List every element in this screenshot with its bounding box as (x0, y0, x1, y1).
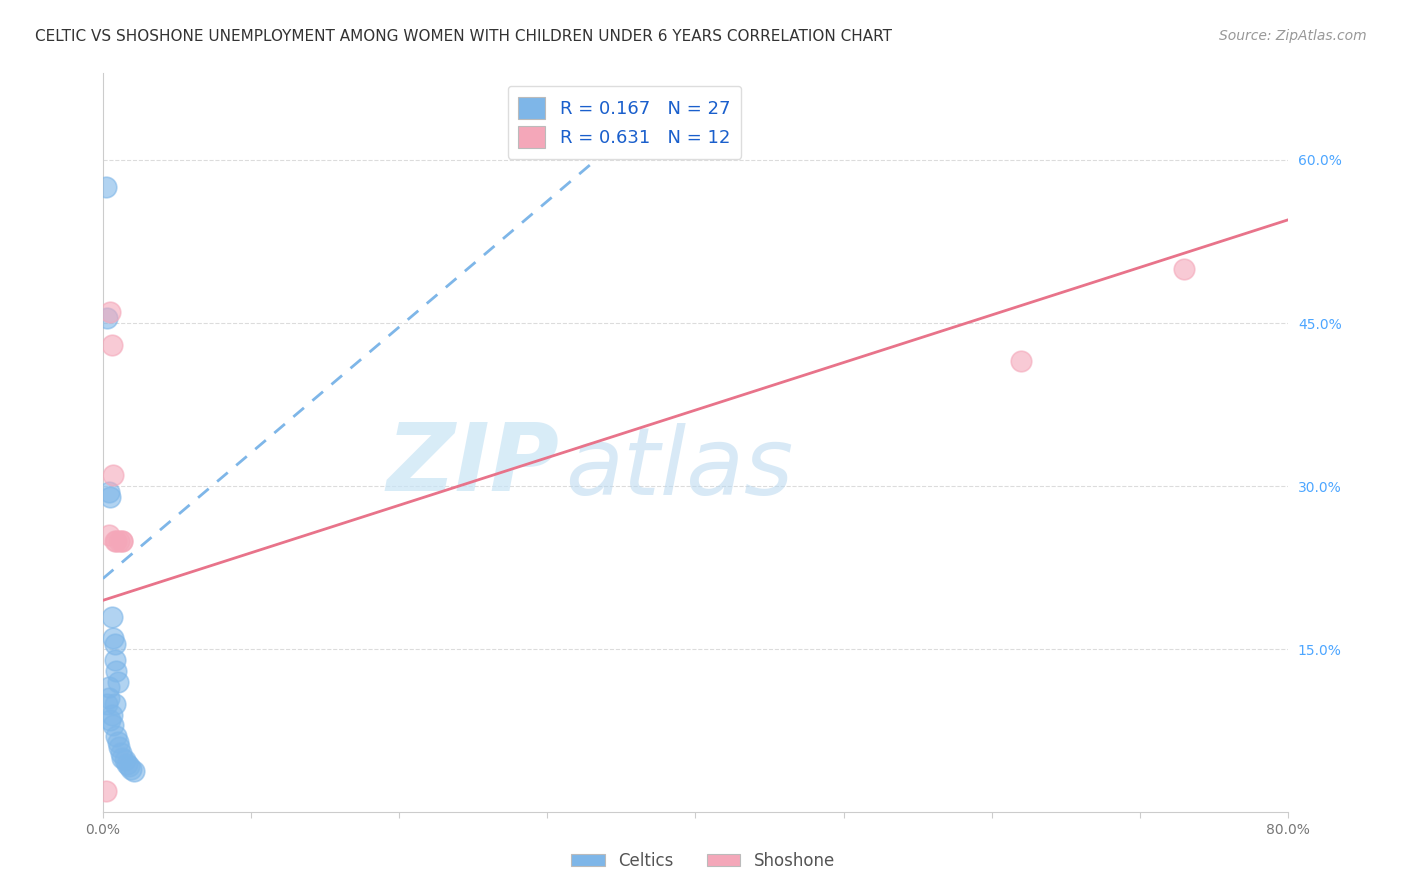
Point (97, 691, 120, 706)
Legend: Celtics, Shoshone: Celtics, Shoshone (565, 846, 841, 877)
Point (105, 664, 128, 678)
Point (97, 528, 120, 542)
Point (94, 783, 117, 797)
Point (122, 764, 145, 778)
Point (115, 756, 138, 771)
Point (98, 305, 121, 319)
Point (98, 490, 121, 504)
Point (101, 468, 124, 483)
Point (97, 484, 120, 499)
Text: CELTIC VS SHOSHONE UNEMPLOYMENT AMONG WOMEN WITH CHILDREN UNDER 6 YEARS CORRELAT: CELTIC VS SHOSHONE UNEMPLOYMENT AMONG WO… (35, 29, 893, 44)
Legend: R = 0.167   N = 27, R = 0.631   N = 12: R = 0.167 N = 27, R = 0.631 N = 12 (508, 86, 741, 159)
Point (101, 632, 124, 646)
Point (107, 675, 129, 690)
Point (100, 338, 122, 352)
Point (101, 718, 124, 732)
Point (105, 729, 128, 743)
Point (1011, 354, 1033, 368)
Point (104, 637, 127, 651)
Point (104, 533, 127, 548)
Point (97, 681, 120, 695)
Point (100, 707, 122, 722)
Point (110, 746, 132, 760)
Point (96, 310, 118, 325)
Text: ZIP: ZIP (387, 419, 560, 511)
Point (98, 713, 121, 727)
Point (108, 533, 131, 548)
Point (100, 609, 122, 624)
Point (105, 533, 128, 548)
Point (107, 735, 129, 749)
Point (104, 653, 127, 667)
Point (111, 751, 134, 765)
Point (1173, 261, 1195, 276)
Point (118, 758, 141, 772)
Point (104, 697, 127, 711)
Point (111, 533, 134, 548)
Point (114, 753, 136, 767)
Text: atlas: atlas (565, 423, 793, 514)
Point (94, 180, 117, 194)
Point (120, 762, 142, 776)
Point (111, 533, 134, 548)
Text: Source: ZipAtlas.com: Source: ZipAtlas.com (1219, 29, 1367, 43)
Point (96, 697, 118, 711)
Point (108, 740, 131, 755)
